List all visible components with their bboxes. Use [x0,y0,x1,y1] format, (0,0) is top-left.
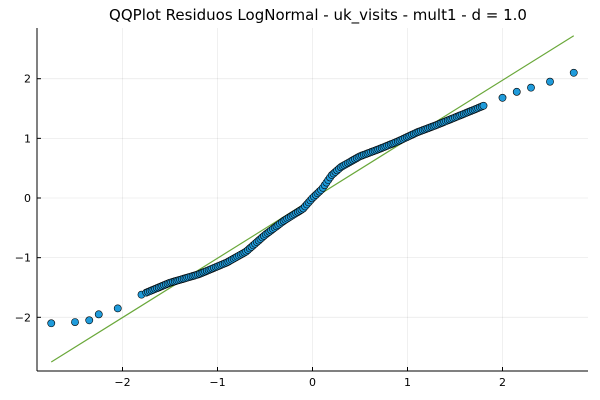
x-tick-label-1: −1 [209,376,225,389]
y-tick-label-1: −1 [15,252,31,265]
x-tick-label-2: 0 [309,376,316,389]
y-tick-label-2: 0 [24,192,31,205]
x-tick-label-0: −2 [114,376,130,389]
data-point-197 [512,87,521,96]
data-point-199 [546,77,554,86]
y-tick-label-4: 2 [24,73,31,86]
x-tick-label-4: 2 [499,376,506,389]
data-point-198 [527,83,535,92]
data-point-2 [85,316,94,325]
x-tick-label-3: 1 [404,376,411,389]
data-point-4 [113,304,122,313]
axes [36,28,588,372]
data-point-196 [498,93,507,102]
data-point-3 [94,310,103,319]
data-points [47,68,578,328]
chart-title: QQPlot Residuos LogNormal - uk_visits - … [109,6,527,25]
data-point-0 [47,319,56,328]
grid-lines [37,28,588,371]
y-tick-label-3: 1 [24,132,31,145]
data-point-195 [479,101,488,110]
y-tick-label-0: −2 [15,311,31,324]
tick-labels: −2 −1 0 1 2 −2 −1 0 1 2 [15,73,506,389]
data-point-1 [71,318,79,326]
data-point-200 [569,68,578,77]
